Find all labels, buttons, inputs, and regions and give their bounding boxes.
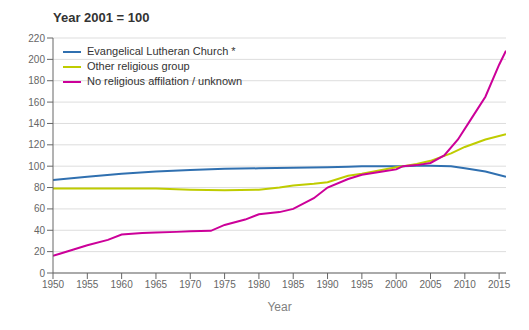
svg-text:1960: 1960 — [111, 279, 134, 290]
svg-text:100: 100 — [28, 161, 45, 172]
svg-text:80: 80 — [34, 182, 46, 193]
svg-text:1980: 1980 — [248, 279, 271, 290]
svg-text:1995: 1995 — [351, 279, 374, 290]
svg-text:2010: 2010 — [454, 279, 477, 290]
svg-text:40: 40 — [34, 225, 46, 236]
svg-text:180: 180 — [28, 75, 45, 86]
svg-text:2015: 2015 — [488, 279, 511, 290]
svg-text:2005: 2005 — [419, 279, 442, 290]
svg-text:1970: 1970 — [179, 279, 202, 290]
svg-text:140: 140 — [28, 118, 45, 129]
svg-text:1965: 1965 — [145, 279, 168, 290]
svg-text:200: 200 — [28, 54, 45, 65]
html-text:No religious affilation / unkn: No religious affilation / unknown — [87, 75, 243, 87]
html-text:Other religious group: Other religious group — [87, 60, 190, 72]
svg-text:Year: Year — [267, 300, 291, 314]
svg-text:160: 160 — [28, 97, 45, 108]
svg-text:2000: 2000 — [385, 279, 408, 290]
svg-text:1985: 1985 — [282, 279, 305, 290]
svg-text:1975: 1975 — [213, 279, 236, 290]
html-text:Year 2001 = 100: Year 2001 = 100 — [53, 10, 150, 25]
svg-text:0: 0 — [39, 268, 45, 279]
html-text:Evangelical Lutheran Church *: Evangelical Lutheran Church * — [87, 45, 236, 57]
svg-text:1990: 1990 — [316, 279, 339, 290]
svg-text:220: 220 — [28, 33, 45, 44]
svg-text:1955: 1955 — [76, 279, 99, 290]
svg-text:60: 60 — [34, 203, 46, 214]
svg-text:1950: 1950 — [42, 279, 65, 290]
svg-text:120: 120 — [28, 139, 45, 150]
svg-text:20: 20 — [34, 246, 46, 257]
